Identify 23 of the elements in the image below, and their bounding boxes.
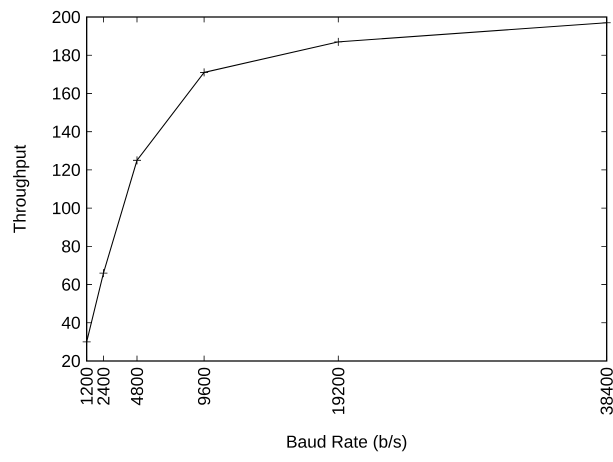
x-tick-label: 2400 <box>97 368 110 405</box>
x-tick-label: 1200 <box>80 368 93 404</box>
y-tick-label: 20 <box>62 354 80 368</box>
x-tick-label: 9600 <box>198 368 210 405</box>
x-tick-label: 38400 <box>600 368 613 415</box>
point <box>334 37 343 46</box>
x-axis-title: Baud Rate (b/s) <box>287 435 406 452</box>
point <box>602 18 612 28</box>
y-tick-label: 80 <box>62 240 80 252</box>
x-tick-label: 4800 <box>130 368 144 406</box>
y-axis-title: Throughput <box>13 144 30 233</box>
y-tick-label: 100 <box>53 202 80 214</box>
point <box>132 156 142 165</box>
y-tick-label: 200 <box>52 10 80 24</box>
y-tick-label: 140 <box>53 126 80 138</box>
point <box>200 68 208 77</box>
x-tick-label: 19200 <box>332 368 344 414</box>
y-tick-label: 40 <box>62 316 80 329</box>
y-tick-label: 160 <box>53 87 80 100</box>
y-tick-label: 180 <box>53 49 80 62</box>
y-tick-label: 60 <box>62 278 80 291</box>
point <box>99 268 108 278</box>
y-tick-label: 120 <box>53 164 80 176</box>
